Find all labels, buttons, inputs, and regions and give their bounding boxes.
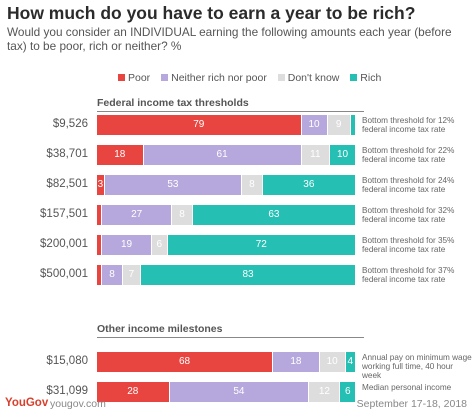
- footer-date: September 17-18, 2018: [356, 398, 467, 410]
- bar-segment-neither-rich-nor-poor: 10: [301, 115, 327, 135]
- legend-label-poor: Poor: [128, 72, 151, 84]
- bar-segment-neither-rich-nor-poor: 18: [273, 352, 319, 372]
- row-note: Bottom threshold for 12% federal income …: [362, 116, 455, 134]
- bar-segment-don-t-know: 9: [327, 115, 350, 135]
- row-note: Bottom threshold for 35% federal income …: [362, 236, 455, 254]
- legend-item-neither: Neither rich nor poor: [161, 72, 267, 84]
- bar-segment-neither-rich-nor-poor: 54: [169, 382, 309, 402]
- legend: Poor Neither rich nor poor Don't know Ri…: [118, 72, 389, 84]
- bar-segment-don-t-know: 6: [151, 235, 167, 255]
- legend-item-dont-know: Don't know: [277, 72, 340, 84]
- row-note: Annual pay on minimum wage working full …: [362, 353, 472, 380]
- row-label: $500,001: [40, 268, 88, 280]
- chart-subtitle: Would you consider an INDIVIDUAL earning…: [7, 25, 452, 53]
- bar-segment-rich: [350, 115, 355, 135]
- footer-url: yougov.com: [50, 398, 106, 410]
- legend-swatch-rich: [350, 74, 358, 81]
- row-label: $31,099: [46, 385, 88, 397]
- bar-segment-rich: 6: [340, 382, 355, 402]
- bar-segment-don-t-know: 8: [242, 175, 262, 195]
- bar-segment-neither-rich-nor-poor: 19: [102, 235, 151, 255]
- legend-label-rich: Rich: [360, 72, 382, 84]
- bar-segment-rich: 83: [141, 265, 355, 285]
- row-note: Bottom threshold for 32% federal income …: [362, 206, 455, 224]
- bar-segment-rich: 10: [330, 145, 355, 165]
- bar-segment-don-t-know: 12: [309, 382, 340, 402]
- bar-segment-don-t-know: 11: [301, 145, 330, 165]
- section-divider-income-milestones: [97, 337, 364, 338]
- row-note: Bottom threshold for 22% federal income …: [362, 146, 455, 164]
- row-label: $200,001: [40, 238, 88, 250]
- bar-segment-don-t-know: 7: [122, 265, 141, 285]
- bar-segment-poor: 68: [97, 352, 273, 372]
- section-title-income-milestones: Other income milestones: [97, 323, 223, 335]
- bar-segment-poor: 79: [97, 115, 301, 135]
- bar-segment-rich: 36: [262, 175, 355, 195]
- row-note: Bottom threshold for 24% federal income …: [362, 176, 455, 194]
- row-label: $15,080: [46, 355, 88, 367]
- bar-segment-poor: 18: [97, 145, 143, 165]
- section-title-tax-thresholds: Federal income tax thresholds: [97, 97, 249, 109]
- bar-segment-neither-rich-nor-poor: 61: [143, 145, 301, 165]
- bar-segment-poor: [97, 265, 102, 285]
- bar-segment-poor: [97, 205, 102, 225]
- bar-segment-rich: 72: [167, 235, 355, 255]
- row-label: $82,501: [46, 178, 88, 190]
- bar-segment-rich: 4: [345, 352, 355, 372]
- legend-swatch-dont-know: [277, 74, 285, 81]
- bar-segment-neither-rich-nor-poor: 53: [104, 175, 242, 195]
- bar-segment-neither-rich-nor-poor: 8: [102, 265, 122, 285]
- bar-segment-rich: 63: [192, 205, 355, 225]
- legend-swatch-poor: [118, 74, 125, 81]
- row-note: Median personal income: [362, 383, 452, 392]
- row-label: $9,526: [52, 118, 88, 130]
- legend-label-neither: Neither rich nor poor: [171, 72, 267, 84]
- row-note: Bottom threshold for 37% federal income …: [362, 266, 455, 284]
- legend-item-rich: Rich: [350, 72, 381, 84]
- bar-segment-don-t-know: 10: [319, 352, 345, 372]
- bar-segment-neither-rich-nor-poor: 27: [102, 205, 172, 225]
- row-label: $157,501: [40, 208, 88, 220]
- legend-swatch-neither: [161, 74, 169, 81]
- chart-title: How much do you have to earn a year to b…: [7, 3, 416, 23]
- bar-segment-poor: 28: [97, 382, 169, 402]
- bar-segment-poor: [97, 235, 102, 255]
- bar-segment-don-t-know: 8: [172, 205, 192, 225]
- legend-item-poor: Poor: [118, 72, 150, 84]
- yougov-logo: YouGov: [5, 397, 49, 409]
- legend-label-dont-know: Don't know: [287, 72, 340, 84]
- section-divider-tax-thresholds: [97, 111, 364, 112]
- row-label: $38,701: [46, 148, 88, 160]
- bar-segment-poor: 3: [97, 175, 104, 195]
